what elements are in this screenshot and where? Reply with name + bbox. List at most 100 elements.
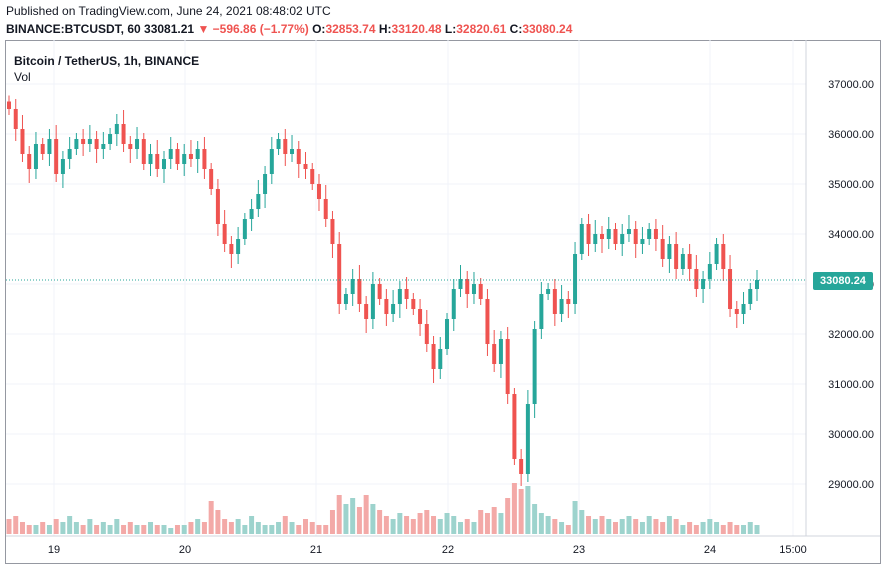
volume-bar xyxy=(559,522,565,534)
volume-bar xyxy=(33,525,39,534)
candle-body xyxy=(445,319,450,349)
volume-bar xyxy=(619,519,625,534)
volume-bar xyxy=(262,525,268,534)
volume-bar xyxy=(289,522,295,534)
candle-body xyxy=(640,239,645,244)
volume-bar xyxy=(390,519,396,534)
candle-body xyxy=(566,299,571,304)
volume-bar xyxy=(639,522,645,534)
candle-body xyxy=(397,289,402,304)
volume-bar xyxy=(444,513,450,534)
candle-body xyxy=(290,149,295,154)
close-value: 33080.24 xyxy=(522,22,573,36)
candle-body xyxy=(128,144,133,149)
volume-bar xyxy=(599,516,605,534)
chart-grid xyxy=(6,40,806,536)
candle-body xyxy=(161,159,166,169)
volume-bar xyxy=(329,510,335,534)
volume-bar xyxy=(727,522,733,534)
candle-body xyxy=(168,149,173,159)
candle-body xyxy=(465,279,470,294)
candle-body xyxy=(404,289,409,299)
symbol: BINANCE:BTCUSDT, 60 xyxy=(6,22,141,36)
candle-body xyxy=(303,164,308,169)
volume-bar xyxy=(323,525,329,534)
y-tick-label: 31000.00 xyxy=(828,379,874,391)
volume-bar xyxy=(612,522,618,534)
candle-body xyxy=(33,144,38,169)
y-tick-label: 37000.00 xyxy=(828,79,874,91)
volume-bar xyxy=(586,516,592,534)
candle-body xyxy=(485,299,490,344)
candle-body xyxy=(40,144,45,154)
candle-body xyxy=(222,224,227,244)
candle-body xyxy=(552,289,557,314)
volume-bar xyxy=(195,519,201,534)
y-tick-label: 30000.00 xyxy=(828,429,874,441)
x-tick-label: 19 xyxy=(48,544,60,556)
volume-bar xyxy=(626,516,632,534)
volume-bar xyxy=(747,522,753,534)
volume-bar xyxy=(6,519,12,534)
candle-body xyxy=(81,139,86,144)
volume-bar xyxy=(343,504,349,534)
volume-bar xyxy=(60,522,66,534)
candle-body xyxy=(573,254,578,304)
candle-body xyxy=(135,139,140,149)
volume-bar xyxy=(693,525,699,534)
candle-body xyxy=(27,154,32,169)
close-label: C: xyxy=(509,22,523,36)
volume-bar xyxy=(666,516,672,534)
candle-body xyxy=(593,234,598,244)
candle-body xyxy=(559,299,564,314)
volume-bar xyxy=(363,495,369,534)
candle-body xyxy=(13,109,18,129)
volume-bar xyxy=(53,519,59,534)
volume-bar xyxy=(148,522,154,534)
volume-bar xyxy=(100,522,106,534)
candle-body xyxy=(391,304,396,314)
candle-body xyxy=(492,344,497,364)
candle-body xyxy=(108,134,113,144)
volume-bar xyxy=(154,525,160,534)
candle-body xyxy=(337,244,342,304)
volume-bar xyxy=(734,525,740,534)
high-value: 33120.48 xyxy=(391,22,442,36)
published-line: Published on TradingView.com, June 24, 2… xyxy=(6,4,331,18)
candle-body xyxy=(256,194,261,209)
volume-bar xyxy=(511,483,517,534)
candle-body xyxy=(350,279,355,294)
candle-body xyxy=(316,184,321,199)
volume-bar xyxy=(282,516,288,534)
candle-body xyxy=(600,234,605,239)
volume-bar xyxy=(451,516,457,534)
volume-bar xyxy=(87,519,93,534)
candle-body xyxy=(215,189,220,224)
candle-body xyxy=(155,154,160,169)
volume-bar xyxy=(114,519,120,534)
volume-bars xyxy=(6,483,760,534)
candle-body xyxy=(188,154,193,159)
volume-bar xyxy=(687,522,693,534)
chart-frame xyxy=(5,40,881,564)
volume-bar xyxy=(471,522,477,534)
candle-body xyxy=(478,284,483,299)
volume-bar xyxy=(437,519,443,534)
low-value: 32820.61 xyxy=(456,22,507,36)
candle-body xyxy=(236,239,241,254)
candle-body xyxy=(87,139,92,144)
candle-body xyxy=(276,139,281,149)
candle-body xyxy=(60,159,65,174)
candle-body xyxy=(734,309,739,314)
candle-body xyxy=(411,299,416,309)
volume-bar xyxy=(141,525,147,534)
y-tick-label: 29000.00 xyxy=(828,479,874,491)
candle-body xyxy=(330,219,335,244)
volume-bar xyxy=(134,525,140,534)
volume-bar xyxy=(653,519,659,534)
candle-body xyxy=(377,284,382,299)
volume-bar xyxy=(404,516,410,534)
volume-bar xyxy=(222,519,228,534)
volume-bar xyxy=(370,504,376,534)
